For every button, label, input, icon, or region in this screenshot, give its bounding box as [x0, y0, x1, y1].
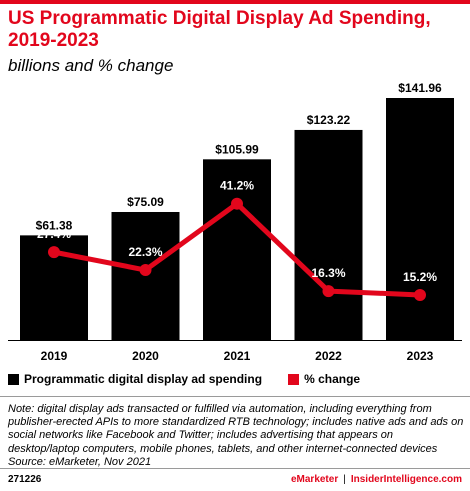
legend-swatch-line	[288, 373, 300, 385]
brand-separator: |	[343, 474, 346, 485]
footer: 271226 eMarketer | InsiderIntelligence.com	[8, 474, 462, 485]
x-tick-label-2022: 2022	[315, 349, 342, 363]
legend-swatch-bar	[8, 373, 19, 385]
bar-2022	[294, 129, 363, 340]
bar-value-label-2021: $105.99	[215, 142, 259, 156]
chart-id: 271226	[8, 474, 42, 485]
change-point-2021	[231, 197, 243, 210]
divider-bottom	[0, 468, 470, 469]
change-label-2020: 22.3%	[128, 245, 162, 259]
source-text: Source: eMarketer, Nov 2021	[8, 455, 152, 468]
note-text: Note: digital display ads transacted or …	[8, 403, 464, 455]
chart-svg: $61.38 2019 $75.09 2020 $105.99 2021 $123.22 20…	[8, 81, 462, 363]
chart-note: Note: digital display ads transacted or …	[8, 403, 466, 469]
divider-top	[0, 396, 470, 397]
change-point-2020	[139, 264, 152, 277]
brand-insider-intelligence: InsiderIntelligence.com	[350, 474, 462, 485]
bar-value-label-2020: $75.09	[127, 195, 164, 209]
change-label-2022: 16.3%	[311, 266, 345, 280]
bar-value-label-2019: $61.38	[36, 218, 73, 232]
footer-brand: eMarketer | InsiderIntelligence.com	[291, 474, 462, 485]
legend-item-change: % change	[288, 372, 360, 386]
legend-item-spending: Programmatic digital display ad spending	[8, 372, 262, 386]
change-point-2023	[414, 288, 426, 301]
chart-title: US Programmatic Digital Display Ad Spend…	[8, 8, 431, 51]
x-tick-label-2023: 2023	[407, 349, 434, 363]
legend-label-spending: Programmatic digital display ad spending	[24, 372, 263, 386]
top-accent-bar	[0, 0, 470, 4]
x-tick-label-2019: 2019	[41, 349, 68, 363]
chart-legend: Programmatic digital display ad spending…	[8, 372, 386, 386]
x-tick-label-2020: 2020	[132, 349, 159, 363]
bar-value-label-2022: $123.22	[307, 113, 351, 127]
bar-2021	[203, 159, 271, 340]
bar-value-label-2023: $141.96	[398, 81, 442, 95]
change-label-2019: 27.4%	[37, 227, 71, 241]
change-label-2023: 15.2%	[403, 270, 437, 284]
change-point-2019	[48, 246, 60, 259]
brand-emarketer: eMarketer	[290, 474, 339, 485]
change-label-2021: 41.2%	[220, 179, 254, 193]
legend-label-change: % change	[304, 372, 361, 386]
chart-subtitle: billions and % change	[8, 56, 174, 75]
change-point-2022	[322, 285, 335, 298]
bar-2023	[386, 98, 454, 340]
x-tick-label-2021: 2021	[224, 349, 251, 363]
